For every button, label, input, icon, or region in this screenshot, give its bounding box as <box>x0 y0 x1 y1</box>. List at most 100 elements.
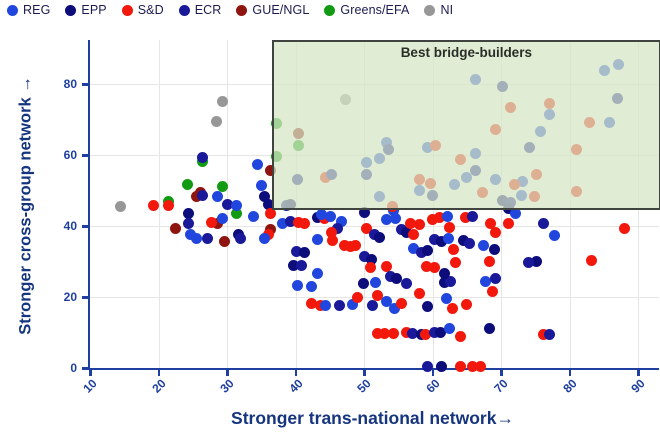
best-bridge-builders-region: Best bridge-builders <box>271 40 660 211</box>
x-axis-tick <box>500 368 503 376</box>
legend-label: EPP <box>81 3 107 17</box>
data-point <box>408 229 420 241</box>
data-point <box>182 217 194 229</box>
x-axis-tick <box>294 368 298 376</box>
data-point <box>447 302 459 314</box>
data-point <box>538 329 550 341</box>
legend-item-ecr: ECR <box>178 3 222 17</box>
x-axis-tick <box>226 368 229 376</box>
data-point <box>434 212 446 224</box>
data-point <box>334 300 346 312</box>
legend-label: GUE/NGL <box>252 3 310 17</box>
y-axis-title: Stronger cross-group network → <box>16 76 35 335</box>
data-point <box>429 233 441 245</box>
data-point <box>484 323 496 335</box>
data-point <box>522 257 534 269</box>
data-point <box>429 262 441 274</box>
data-point <box>413 219 425 231</box>
data-point <box>258 232 270 244</box>
data-point <box>372 290 384 302</box>
x-axis-tick <box>157 368 161 376</box>
x-axis-tick <box>363 368 366 376</box>
data-point <box>255 180 267 192</box>
data-point <box>365 253 377 265</box>
data-point <box>420 329 432 341</box>
data-point <box>148 200 160 212</box>
x-axis-tick-label: 50 <box>354 376 374 396</box>
data-point <box>350 239 362 251</box>
data-point <box>488 243 500 255</box>
data-point <box>371 328 383 340</box>
data-point <box>381 214 393 226</box>
data-point <box>305 280 317 292</box>
data-point <box>231 208 243 220</box>
legend-label: ECR <box>194 3 222 17</box>
data-point <box>277 218 289 230</box>
legend-dot-icon <box>424 4 436 16</box>
data-point <box>502 218 514 230</box>
x-axis-tick <box>89 368 92 376</box>
data-point <box>312 233 324 245</box>
data-point <box>312 268 324 280</box>
legend: REG EPP S&D ECR GUE/NGL Greens/EFA NI <box>7 2 453 18</box>
data-point <box>444 221 456 233</box>
data-point <box>379 328 391 340</box>
data-point <box>290 246 302 258</box>
data-point <box>415 247 427 259</box>
data-point <box>364 262 376 274</box>
data-point <box>184 228 196 240</box>
data-point <box>374 231 386 243</box>
x-axis-tick-label: 20 <box>148 376 169 396</box>
data-point <box>196 151 208 163</box>
data-point <box>182 208 194 220</box>
data-point <box>442 210 454 222</box>
data-point <box>212 217 223 229</box>
y-axis-tick <box>82 367 90 370</box>
data-point <box>390 273 402 285</box>
data-point <box>235 232 247 244</box>
data-point <box>422 301 434 313</box>
data-point <box>388 302 400 314</box>
legend-label: REG <box>23 3 51 17</box>
data-point <box>396 297 408 309</box>
data-point <box>285 215 297 227</box>
data-point <box>484 255 496 267</box>
gridline <box>158 40 160 368</box>
data-point <box>380 296 392 308</box>
data-point <box>435 327 447 339</box>
data-point <box>509 208 521 220</box>
data-point <box>263 228 275 240</box>
data-point <box>263 198 275 210</box>
data-point <box>115 200 127 212</box>
legend-item-epp: EPP <box>65 3 107 17</box>
legend-label: Greens/EFA <box>340 3 410 17</box>
x-axis-tick-label: 70 <box>491 376 511 396</box>
data-point <box>484 217 496 229</box>
y-axis-tick-label: 40 <box>63 219 77 233</box>
data-point <box>619 223 631 235</box>
data-point <box>366 300 378 312</box>
data-point <box>438 276 450 288</box>
data-point <box>258 191 270 203</box>
data-point <box>486 286 498 298</box>
data-point <box>460 212 472 224</box>
x-axis-title: Stronger trans-national network→ <box>231 408 514 428</box>
x-axis-tick <box>431 368 435 376</box>
data-point <box>247 210 259 222</box>
data-point <box>351 291 363 303</box>
data-point <box>475 360 487 372</box>
data-point <box>305 297 317 309</box>
data-point <box>544 329 556 341</box>
data-point <box>381 261 393 273</box>
data-point <box>436 360 448 372</box>
data-point <box>426 214 438 226</box>
data-point <box>190 232 202 244</box>
data-point <box>338 239 350 251</box>
legend-label: NI <box>440 3 454 17</box>
data-point <box>421 260 433 272</box>
legend-item-s-d: S&D <box>121 3 164 17</box>
data-point <box>445 275 457 287</box>
data-point <box>299 217 311 229</box>
y-axis-tick <box>82 154 90 157</box>
